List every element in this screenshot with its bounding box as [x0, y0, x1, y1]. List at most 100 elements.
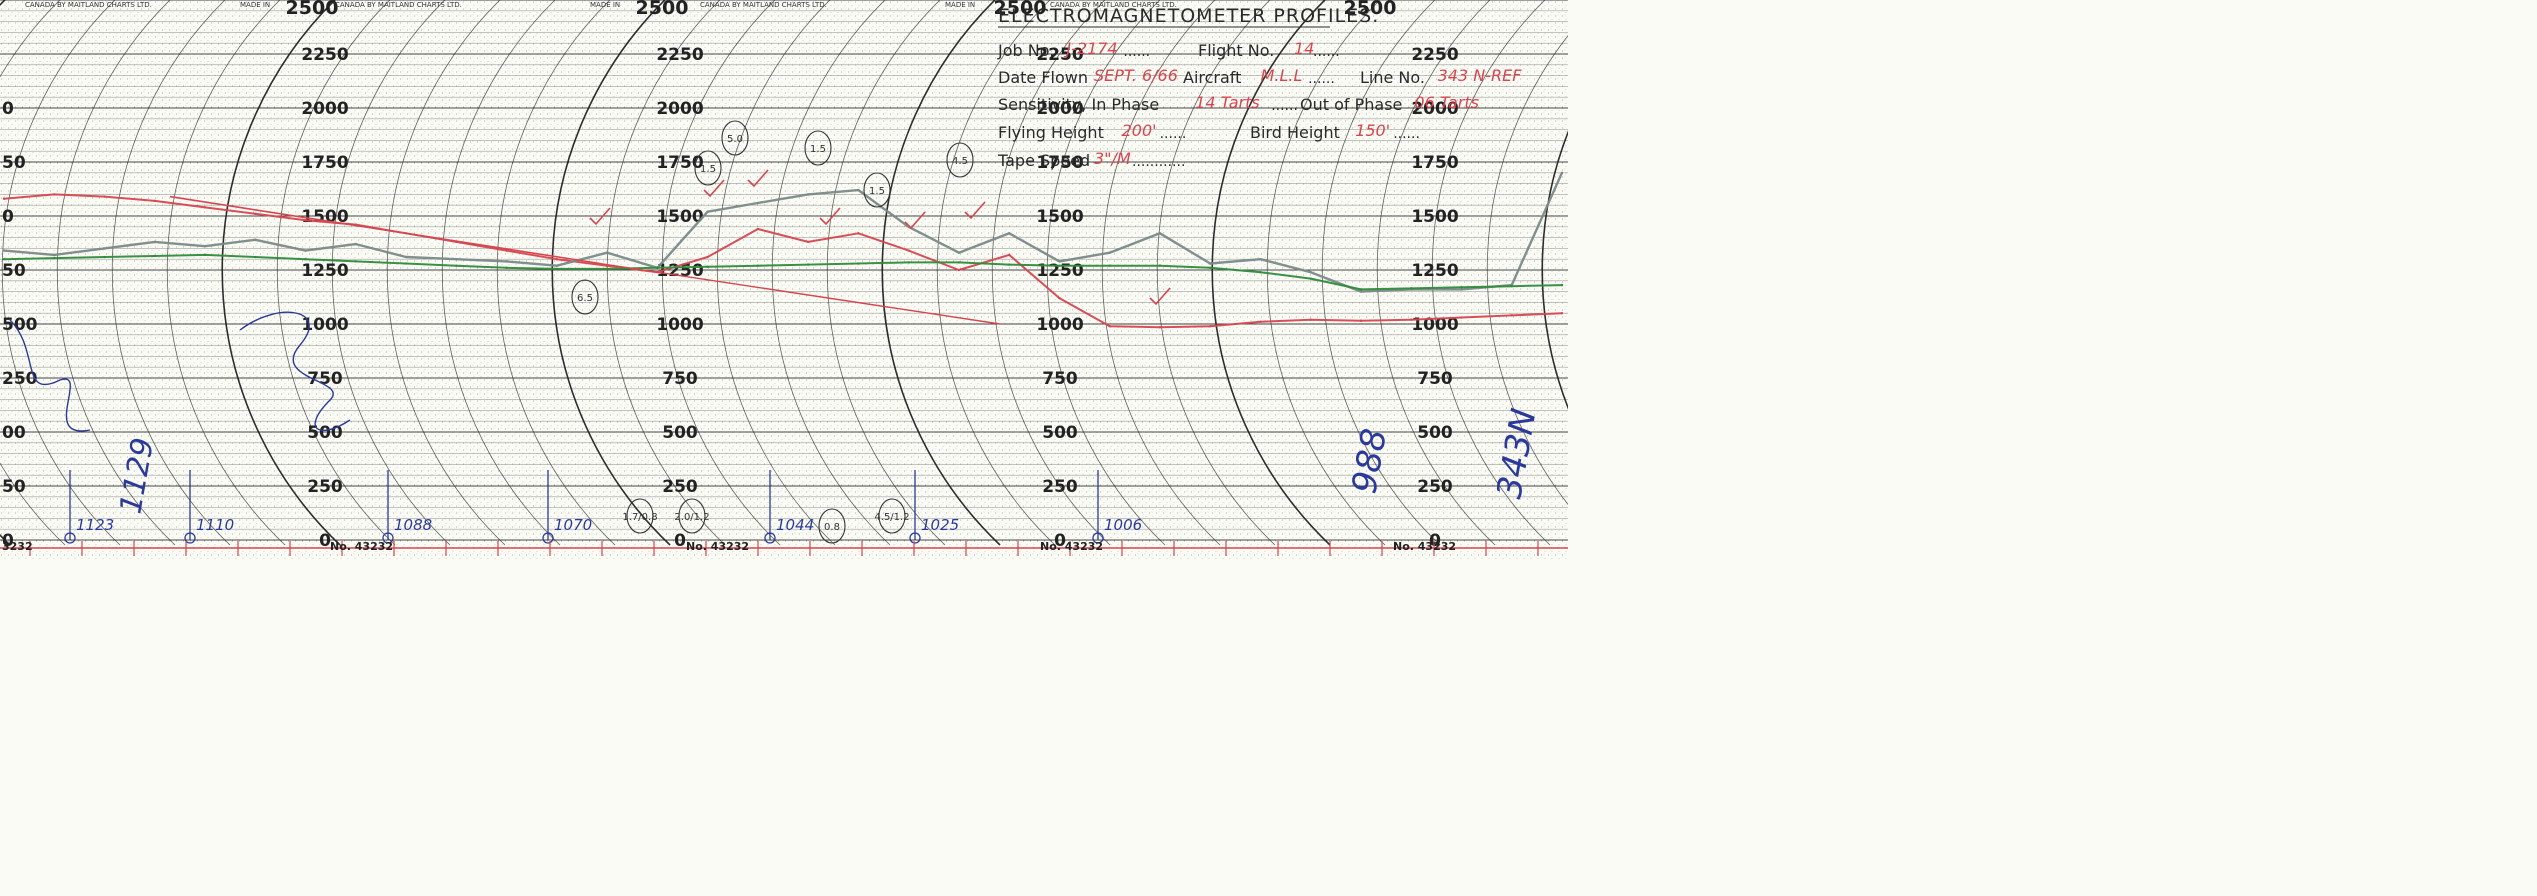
y-tick-label: 500 — [1417, 423, 1453, 443]
y-tick-label: 2250 — [1411, 45, 1458, 65]
data-point — [1510, 314, 1513, 317]
time-arc — [111, 0, 231, 546]
trend-line — [169, 195, 601, 265]
y-tick-label: 2000 — [301, 99, 348, 119]
time-arc — [826, 0, 946, 546]
data-point — [756, 264, 760, 267]
time-arc — [441, 0, 561, 546]
profile-series — [2, 171, 1564, 329]
data-point — [203, 245, 207, 248]
y-tick-labels: 0250500750100012501500175020002250025050… — [2, 0, 1459, 551]
y-tick-label: 1500 — [656, 207, 703, 227]
y-tick-label: 2000 — [1036, 99, 1083, 119]
data-point — [706, 255, 709, 259]
maker-text: CANADA BY MAITLAND CHARTS LTD. — [1050, 1, 1177, 9]
time-arc — [1376, 0, 1496, 546]
maker-text: CANADA BY MAITLAND CHARTS LTD. — [700, 1, 827, 9]
data-point — [1158, 264, 1162, 267]
y-tick-label: 500 — [307, 423, 343, 443]
header-field-label: Flight No. — [1198, 41, 1274, 60]
y-tick-label: 750 — [1042, 369, 1078, 389]
time-arc — [276, 0, 396, 546]
header-field-label: Sensitivity, In Phase — [998, 95, 1159, 114]
made-in-text: MADE IN — [590, 1, 620, 9]
circled-value: 2.0/1.2 — [674, 512, 709, 523]
data-point — [806, 240, 810, 244]
bottom-strip: 3232 No. 43232 No. 43232 No. 43232 No. 43232 — [0, 540, 1568, 556]
data-point — [1460, 316, 1463, 319]
circled-value-ring — [678, 498, 706, 534]
y-tick-label: 250 — [662, 477, 698, 497]
time-arc — [551, 0, 671, 546]
time-arc — [1486, 0, 1606, 546]
maker-text: CANADA BY MAITLAND CHARTS LTD. — [25, 1, 152, 9]
data-point — [1560, 312, 1564, 315]
header-field-dots: ............ — [1132, 154, 1185, 170]
y-tick-label: 2000 — [656, 99, 703, 119]
time-arc — [1321, 0, 1441, 546]
header-field-value: 200' — [1122, 121, 1157, 140]
y-tick-label: 1250 — [1411, 261, 1458, 281]
data-point — [53, 256, 56, 260]
data-point — [455, 264, 458, 267]
header-field-label: Date Flown — [998, 68, 1088, 87]
data-point — [1560, 171, 1564, 174]
header-field-dots: ...... — [1308, 71, 1335, 87]
data-point — [1208, 266, 1212, 270]
circled-value-ring — [878, 498, 906, 534]
header-block: ELECTROMAGNETOMETER PROFILES. Job No. J-21… — [25, 1, 1522, 170]
data-point — [656, 266, 659, 270]
time-arc — [881, 0, 1001, 546]
circled-value-ring — [721, 120, 749, 156]
time-arc — [1156, 0, 1276, 546]
data-point — [153, 254, 156, 258]
circled-value-ring — [694, 150, 722, 186]
time-arc — [221, 0, 341, 546]
header-field-dots: ...... — [1160, 126, 1187, 142]
chart-number: No. 43232 — [686, 540, 749, 553]
y-tick-label: 2250 — [1036, 45, 1083, 65]
data-point — [857, 188, 860, 192]
series-line — [3, 193, 1563, 329]
y-tick-label: 0 — [1054, 531, 1066, 551]
header-field-label: Out of Phase — [1300, 95, 1402, 114]
time-arc — [386, 0, 506, 546]
data-point — [706, 210, 709, 213]
header-field-dots: ...... — [1123, 44, 1150, 60]
data-point — [555, 258, 559, 261]
data-point — [1007, 232, 1011, 235]
circled-value: 1.5 — [810, 144, 826, 155]
header-field-label: Tape Speed — [997, 151, 1090, 170]
header-field-value: 06 Tarts — [1414, 93, 1479, 112]
y-tick-label-edge: 50 — [2, 261, 26, 281]
y-tick-label: 1750 — [656, 153, 703, 173]
time-arc — [716, 0, 836, 546]
y-tick-label-top: 2500 — [636, 0, 689, 19]
circled-value: 4.5/1.2 — [874, 512, 909, 523]
red-check-mark — [1149, 287, 1171, 306]
data-point — [103, 195, 106, 198]
header-field-value: SEPT. 6/66 — [1094, 66, 1178, 85]
data-point — [1259, 258, 1262, 261]
data-point — [304, 258, 307, 261]
y-tick-label: 1000 — [1036, 315, 1083, 335]
data-point — [53, 193, 56, 196]
data-point — [1309, 270, 1312, 274]
data-point — [2, 197, 6, 200]
y-tick-label: 0 — [674, 531, 686, 551]
data-point — [957, 268, 961, 272]
data-point — [1208, 262, 1212, 265]
blue-marker-circle — [64, 532, 76, 544]
header-field-value: J-2174 — [1063, 39, 1117, 58]
header-field-value: 14 — [1294, 39, 1314, 58]
data-point — [254, 238, 257, 241]
data-point — [203, 253, 207, 257]
chart-number-partial: 3232 — [2, 540, 33, 553]
data-point — [957, 251, 961, 254]
y-tick-label: 250 — [1042, 477, 1078, 497]
blue-marker-circle — [184, 532, 196, 544]
data-point — [1208, 324, 1212, 328]
y-tick-label: 1000 — [301, 315, 348, 335]
y-tick-label: 2250 — [301, 45, 348, 65]
y-tick-label-edge: 0 — [2, 207, 14, 227]
